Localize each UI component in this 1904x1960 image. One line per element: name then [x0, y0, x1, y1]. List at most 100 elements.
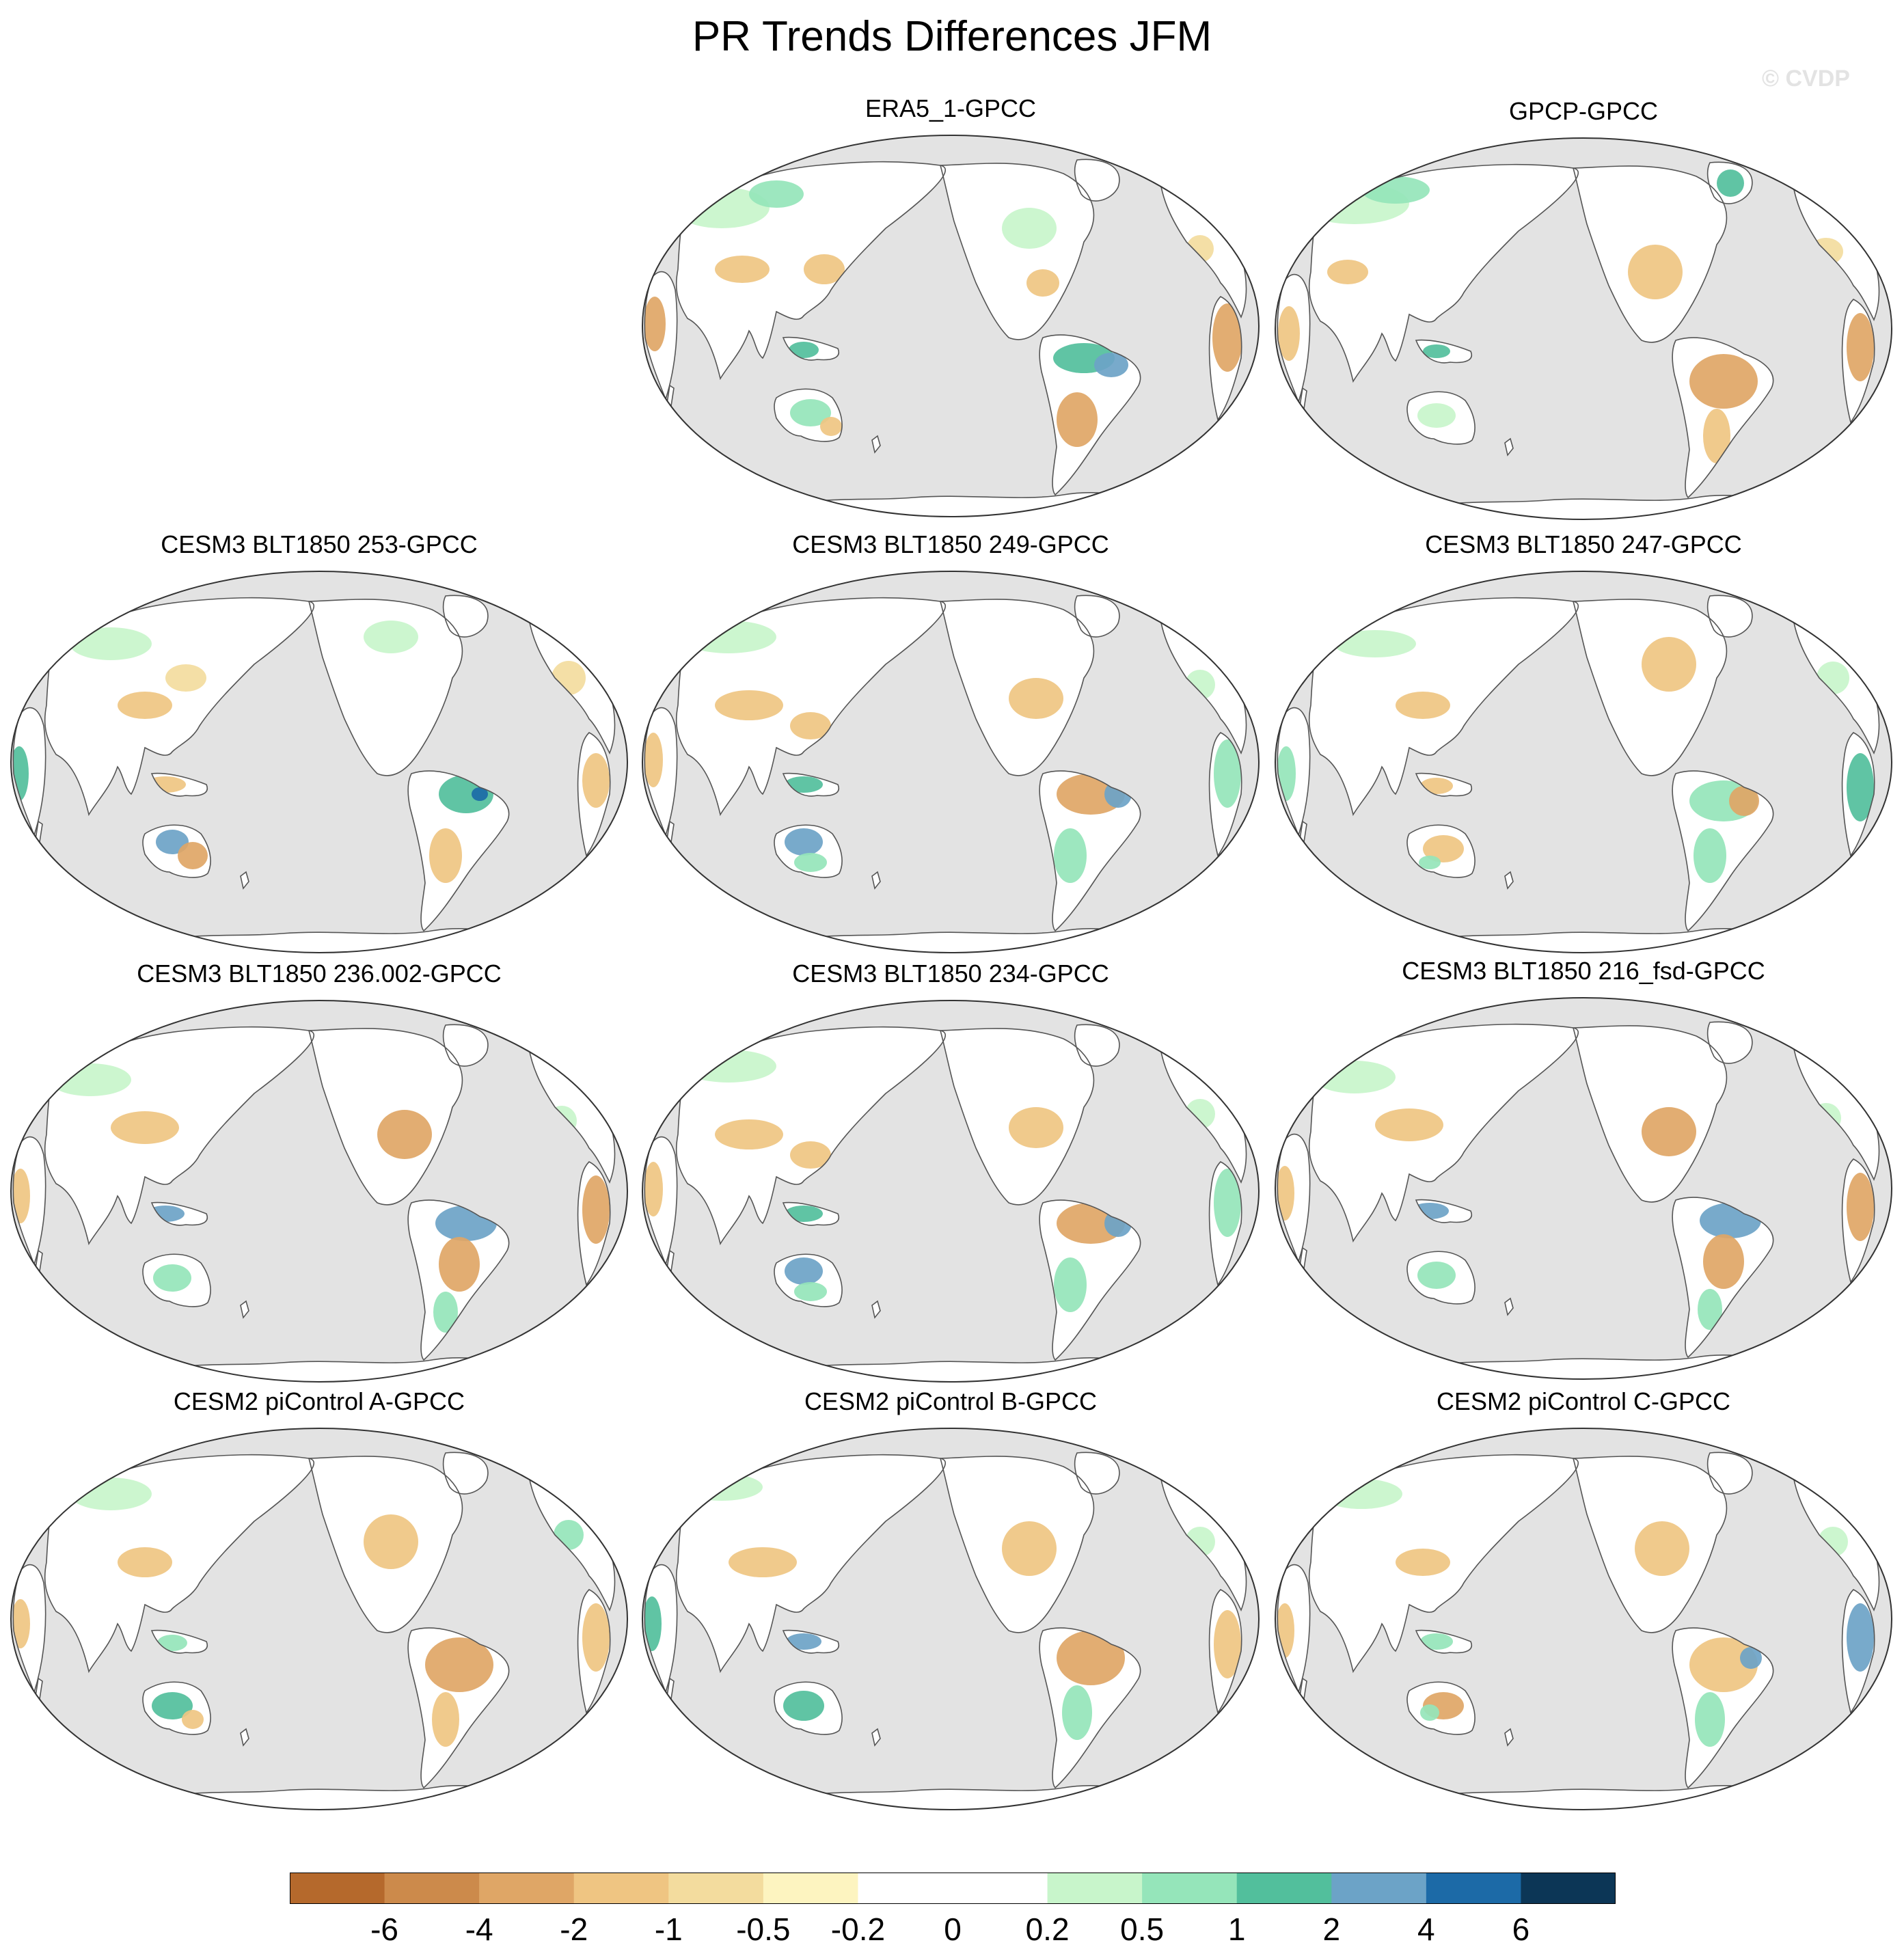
panel-title: CESM3 BLT1850 236.002-GPCC	[137, 959, 502, 988]
anomaly-region	[1417, 1262, 1456, 1289]
anomaly-region	[13, 1599, 30, 1648]
panel-title: CESM3 BLT1850 253-GPCC	[161, 530, 478, 558]
map-panel-era5-gpcc: ERA5_1-GPCC	[640, 94, 1262, 522]
map-panel-cesm2-picontrol-c: CESM2 piControl C-GPCC	[1273, 1387, 1894, 1815]
panel-title: CESM3 BLT1850 234-GPCC	[792, 959, 1109, 988]
colorbar-tick-label: -0.2	[830, 1911, 886, 1947]
anomaly-region	[118, 1547, 172, 1577]
anomaly-region	[1698, 1289, 1722, 1330]
anomaly-region	[152, 1692, 193, 1719]
anomaly-region	[790, 399, 831, 426]
anomaly-region	[1002, 208, 1057, 249]
anomaly-region	[1214, 1169, 1241, 1237]
anomaly-region	[790, 1141, 831, 1169]
land-africa	[13, 707, 46, 835]
anomaly-region	[794, 1282, 827, 1301]
map-border	[1275, 997, 1892, 1380]
anomaly-region	[1419, 856, 1441, 869]
land-greenland	[1707, 1452, 1752, 1495]
anomaly-region	[1847, 1173, 1874, 1241]
world-map	[10, 1428, 628, 1810]
land-madagascar	[1300, 1248, 1307, 1268]
anomaly-region	[1057, 392, 1098, 447]
anomaly-region	[681, 1473, 763, 1501]
anomaly-region	[1054, 1257, 1087, 1312]
colorbar-swatch	[384, 1873, 480, 1904]
map-border	[10, 1428, 628, 1810]
map-panel-cesm3-234: CESM3 BLT1850 234-GPCC	[640, 959, 1262, 1387]
anomaly-region	[644, 1162, 663, 1216]
land-madagascar	[667, 1678, 674, 1699]
anomaly-region	[1642, 637, 1696, 692]
colorbar-tick-label: -0.5	[736, 1911, 791, 1947]
world-map	[642, 135, 1260, 517]
panel-title: GPCP-GPCC	[1508, 97, 1659, 125]
anomaly-region	[1214, 1610, 1241, 1678]
world-map	[1275, 137, 1892, 520]
land-samerica	[1039, 771, 1141, 931]
anomaly-region	[789, 342, 819, 358]
land-greenland	[1707, 1022, 1752, 1064]
map-border	[642, 571, 1260, 953]
panel-title: CESM2 piControl B-GPCC	[804, 1387, 1098, 1415]
anomaly-region	[715, 1119, 783, 1149]
anomaly-region	[1423, 835, 1464, 862]
colorbar-swatch	[479, 1873, 575, 1904]
colorbar-swatch	[573, 1873, 669, 1904]
anomaly-region	[785, 828, 823, 856]
map-border	[642, 1000, 1260, 1383]
land-madagascar	[36, 1678, 42, 1699]
page-title: PR Trends Differences JFM	[692, 13, 1212, 60]
anomaly-region	[681, 621, 776, 653]
anomaly-region	[790, 712, 831, 739]
anomaly-region	[1695, 1692, 1725, 1747]
colorbar-swatch	[668, 1873, 764, 1904]
colorbar-swatch	[1047, 1873, 1143, 1904]
map-panel-cesm3-253: CESM3 BLT1850 253-GPCC	[8, 530, 630, 958]
anomaly-region	[715, 690, 783, 720]
world-map	[1275, 997, 1892, 1380]
anomaly-region	[153, 1264, 191, 1292]
map-panel-gpcp-gpcc: GPCP-GPCC	[1273, 97, 1894, 525]
land-greenland	[443, 1452, 488, 1495]
watermark: © CVDP	[1762, 66, 1850, 92]
land-madagascar	[667, 821, 674, 842]
land-madagascar	[667, 1251, 674, 1271]
anomaly-region	[178, 842, 208, 869]
anomaly-region	[1314, 1061, 1396, 1093]
anomaly-region	[165, 664, 206, 692]
land-greenland	[1074, 1452, 1119, 1495]
colorbar-swatch	[858, 1873, 953, 1904]
anomaly-region	[1094, 353, 1128, 377]
world-map	[642, 1000, 1260, 1383]
anomaly-region	[364, 1514, 418, 1569]
land-madagascar	[36, 821, 42, 842]
anomaly-region	[729, 1547, 797, 1577]
anomaly-region	[582, 1175, 610, 1244]
land-madagascar	[1300, 1678, 1307, 1699]
map-panel-cesm3-216-fsd: CESM3 BLT1850 216_fsd-GPCC	[1273, 957, 1894, 1385]
anomaly-region	[433, 1292, 458, 1333]
colorbar-tick-label: -4	[465, 1911, 493, 1947]
anomaly-region	[1689, 1637, 1758, 1692]
land-namerica	[1573, 599, 1727, 776]
land-greenland	[1074, 595, 1119, 638]
land-madagascar	[1300, 388, 1307, 409]
colorbar-swatch	[1521, 1873, 1616, 1904]
anomaly-region	[377, 1110, 432, 1159]
colorbar-swatch	[1426, 1873, 1521, 1904]
anomaly-region	[820, 417, 842, 436]
map-panel-cesm2-picontrol-a: CESM2 piControl A-GPCC	[8, 1387, 630, 1815]
land-greenland	[443, 595, 488, 638]
anomaly-region	[439, 1237, 480, 1292]
map-panel-cesm3-236-002: CESM3 BLT1850 236.002-GPCC	[8, 959, 630, 1387]
colorbar-tick-label: 0.2	[1025, 1911, 1070, 1947]
map-panel-cesm3-249: CESM3 BLT1850 249-GPCC	[640, 530, 1262, 958]
anomaly-region	[1062, 1685, 1092, 1740]
colorbar-tick-label: 6	[1512, 1911, 1530, 1947]
colorbar-tick-label: -2	[560, 1911, 588, 1947]
world-map	[10, 571, 628, 953]
colorbar-swatch	[1236, 1873, 1332, 1904]
anomaly-region	[644, 733, 663, 787]
anomaly-region	[1396, 1549, 1450, 1576]
